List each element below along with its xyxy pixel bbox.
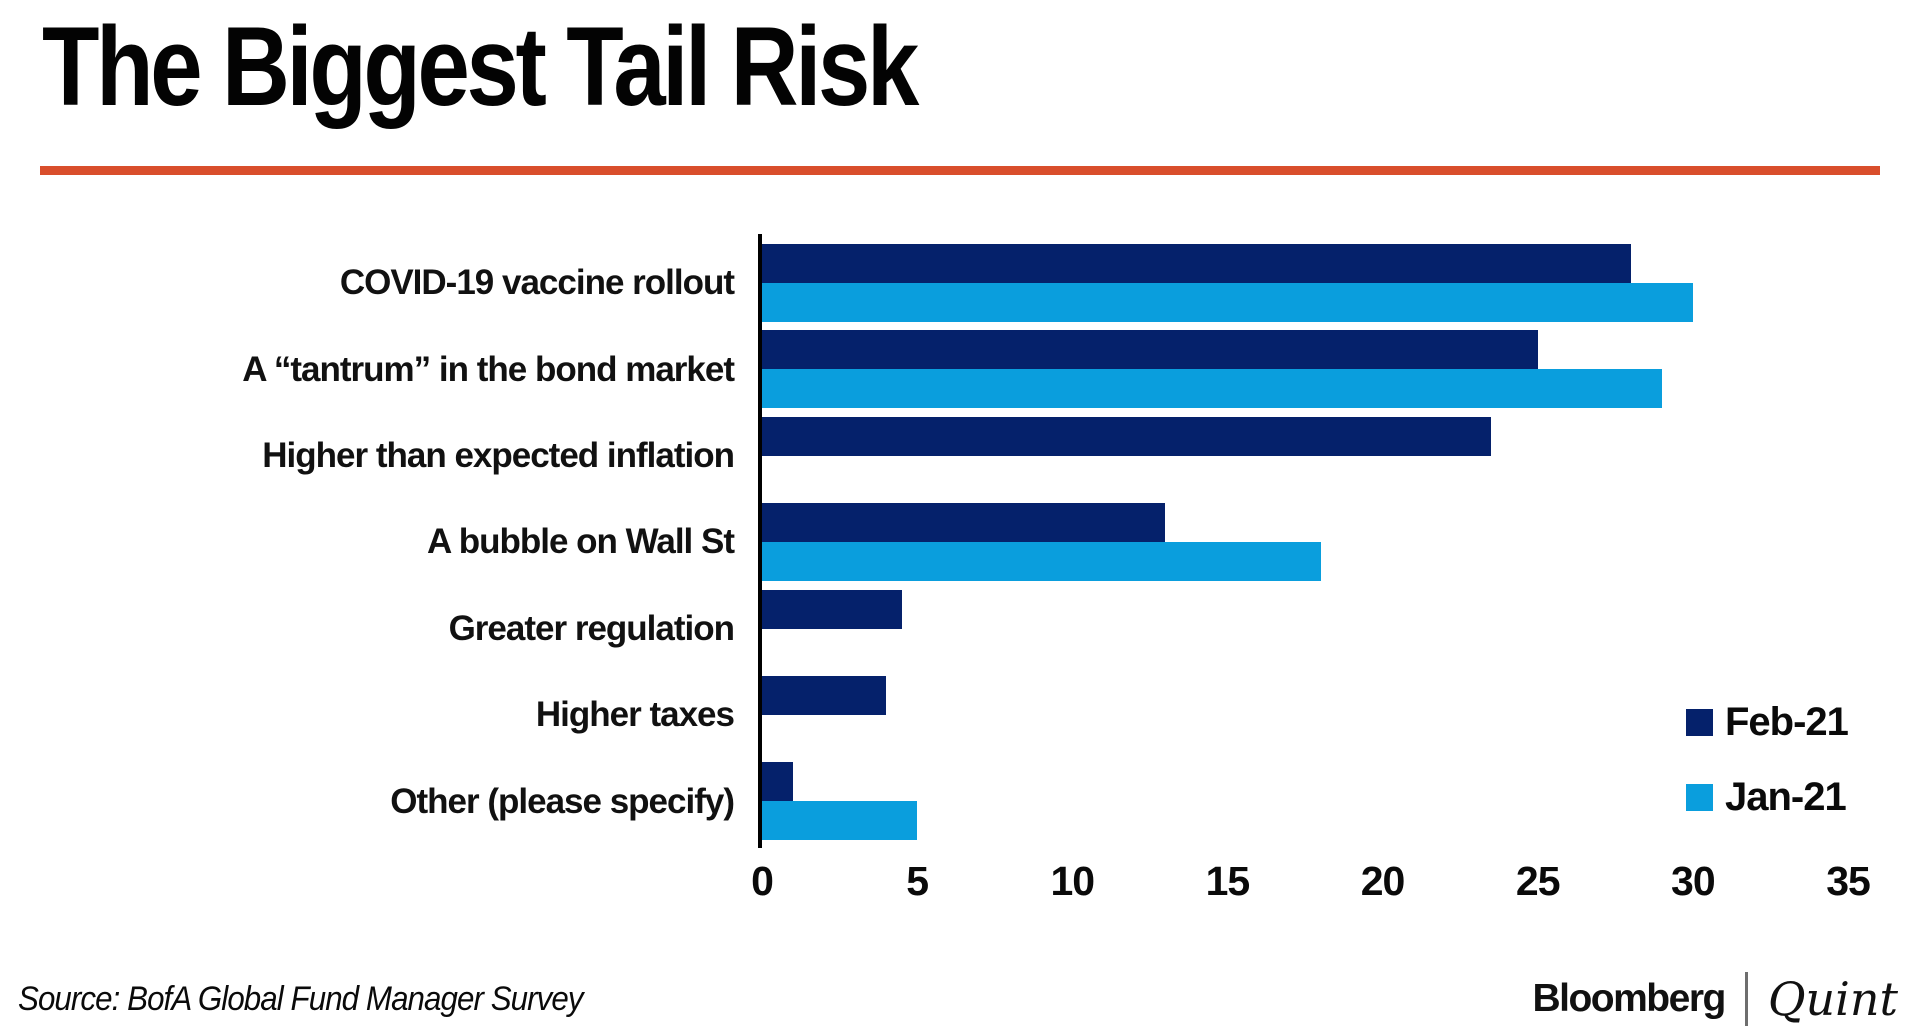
- x-tick-5: 5: [906, 858, 929, 904]
- bar-feb-21-3: [762, 503, 1166, 543]
- bar-row-4: [762, 586, 1848, 672]
- x-tick-25: 25: [1515, 858, 1561, 904]
- bar-jan-21-3: [762, 542, 1321, 582]
- bar-row-0: [762, 240, 1848, 326]
- quint-logo: Quint: [1767, 972, 1898, 1026]
- category-label-5: Higher taxes: [535, 695, 735, 735]
- bar-plot-area: [762, 240, 1848, 845]
- bloomberg-logo: Bloomberg: [1532, 977, 1726, 1020]
- category-label-0: COVID-19 vaccine rollout: [339, 263, 735, 303]
- legend-swatch-jan-21: [1686, 784, 1713, 811]
- chart-legend: Feb-21 Jan-21: [1686, 700, 1849, 820]
- brand-divider-line: [1744, 972, 1748, 1026]
- bar-feb-21-6: [762, 762, 794, 802]
- x-tick-0: 0: [751, 858, 774, 904]
- category-label-4: Greater regulation: [448, 608, 735, 648]
- title-divider-line: [40, 166, 1880, 175]
- bar-row-6: [762, 758, 1848, 844]
- bar-jan-21-6: [762, 801, 918, 841]
- bar-feb-21-1: [762, 330, 1538, 370]
- legend-swatch-feb-21: [1686, 709, 1713, 736]
- bar-feb-21-5: [762, 675, 887, 715]
- category-label-3: A bubble on Wall St: [427, 522, 735, 562]
- bar-jan-21-0: [762, 283, 1693, 322]
- x-axis-tick-labels: 0 5 10 15 20 25 30 35: [751, 858, 1871, 908]
- chart-title: The Biggest Tail Risk: [42, 4, 919, 129]
- publisher-branding: Bloomberg Quint: [1532, 972, 1898, 1026]
- x-tick-30: 30: [1671, 858, 1716, 904]
- y-axis-line: [758, 234, 762, 848]
- x-tick-15: 15: [1205, 858, 1251, 904]
- x-tick-10: 10: [1050, 858, 1095, 904]
- category-label-1: A “tantrum” in the bond market: [242, 349, 735, 389]
- x-tick-20: 20: [1360, 858, 1406, 904]
- category-label-2: Higher than expected inflation: [262, 436, 735, 476]
- legend-item-feb-21: Feb-21: [1686, 700, 1849, 745]
- bar-feb-21-4: [762, 589, 902, 629]
- bar-jan-21-1: [762, 369, 1662, 409]
- legend-item-jan-21: Jan-21: [1686, 775, 1848, 820]
- bar-row-1: [762, 326, 1848, 412]
- bar-row-2: [762, 413, 1848, 499]
- category-label-6: Other (please specify): [390, 781, 735, 821]
- bar-row-5: [762, 672, 1848, 758]
- x-tick-35: 35: [1826, 858, 1871, 904]
- legend-label-feb-21: Feb-21: [1725, 700, 1849, 744]
- category-axis-labels: COVID-19 vaccine rollout A “tantrum” in t…: [0, 240, 748, 845]
- source-note: Source: BofA Global Fund Manager Survey: [18, 980, 583, 1018]
- bar-feb-21-0: [762, 244, 1631, 283]
- bar-row-3: [762, 499, 1848, 585]
- bar-feb-21-2: [762, 416, 1492, 456]
- legend-label-jan-21: Jan-21: [1725, 775, 1847, 819]
